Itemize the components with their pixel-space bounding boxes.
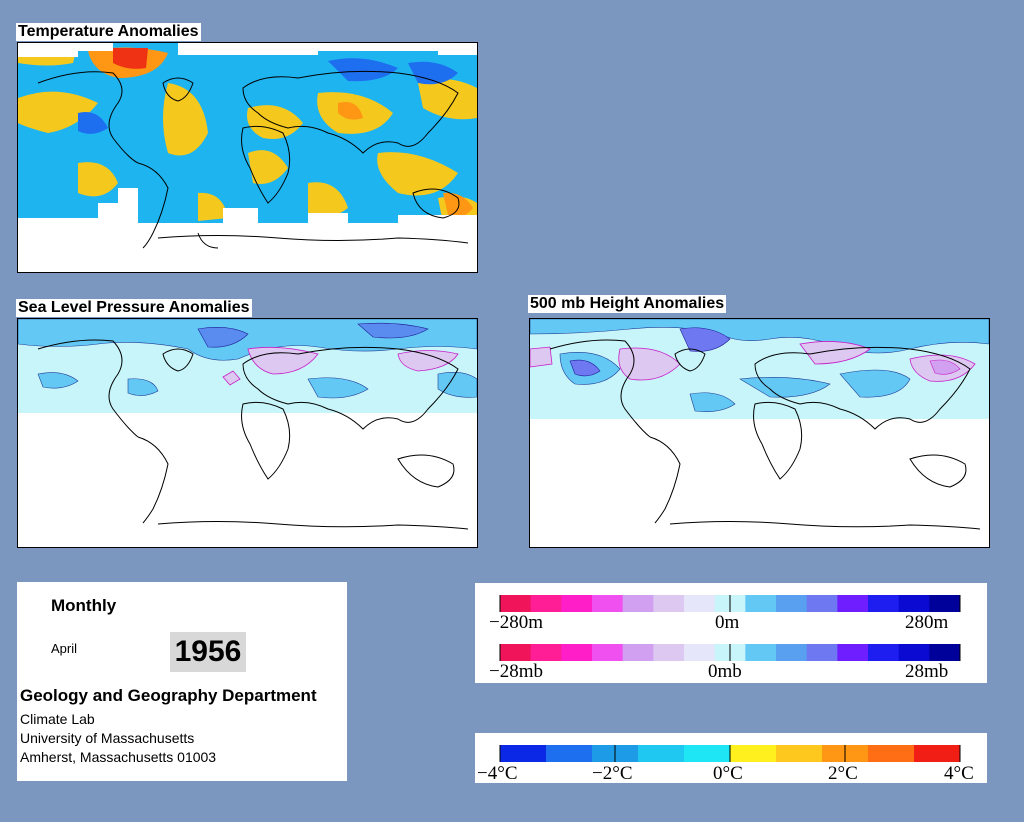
temp-legend-swatch-4 bbox=[684, 745, 731, 762]
period-label: Monthly bbox=[51, 596, 117, 615]
month-label: April bbox=[51, 641, 78, 656]
height-legend-swatch-1 bbox=[530, 595, 562, 612]
height-legend-swatch-6 bbox=[684, 595, 716, 612]
temp-legend-swatch-8 bbox=[868, 745, 915, 762]
height-legend-swatch-9 bbox=[776, 595, 808, 612]
temperature-anomaly-map bbox=[17, 42, 478, 273]
height-legend-swatch-4 bbox=[622, 595, 654, 612]
temp-legend-swatch-5 bbox=[730, 745, 777, 762]
height-legend-swatch-8 bbox=[745, 595, 777, 612]
height-legend-swatch-2 bbox=[561, 595, 593, 612]
pressure-legend-swatch-13 bbox=[898, 644, 930, 661]
pressure-legend-swatch-6 bbox=[684, 644, 716, 661]
height-pressure-legend: −280m 0m 280m −28mb 0mb 28mb bbox=[475, 583, 987, 683]
pressure-legend-swatch-14 bbox=[929, 644, 961, 661]
temperature-map-title: Temperature Anomalies bbox=[16, 23, 201, 41]
height-legend-swatch-13 bbox=[898, 595, 930, 612]
height-legend-min: −280m bbox=[489, 612, 543, 633]
pressure-legend-swatch-12 bbox=[868, 644, 900, 661]
height-legend-swatch-14 bbox=[929, 595, 961, 612]
pressure-legend-swatch-2 bbox=[561, 644, 593, 661]
pressure-legend-swatch-8 bbox=[745, 644, 777, 661]
info-panel: Monthly April 1956 Geology and Geography… bbox=[17, 582, 347, 781]
height-legend-zero: 0m bbox=[715, 612, 740, 633]
pressure-legend-swatch-0 bbox=[500, 644, 532, 661]
pressure-legend-swatch-3 bbox=[592, 644, 624, 661]
pressure-map-title: Sea Level Pressure Anomalies bbox=[16, 299, 252, 317]
temp-legend-plus4: 4°C bbox=[944, 763, 974, 783]
pressure-legend-max: 28mb bbox=[905, 661, 948, 682]
height-legend-max: 280m bbox=[905, 612, 949, 633]
height-legend-swatch-0 bbox=[500, 595, 532, 612]
pressure-legend-swatch-11 bbox=[837, 644, 869, 661]
pressure-legend-swatch-10 bbox=[806, 644, 838, 661]
lab-label: Climate Lab bbox=[20, 711, 95, 727]
height-legend-swatch-3 bbox=[592, 595, 624, 612]
sea-level-pressure-anomaly-map bbox=[17, 318, 478, 548]
temp-legend-swatch-3 bbox=[638, 745, 685, 762]
height-legend-swatch-5 bbox=[653, 595, 685, 612]
department-label: Geology and Geography Department bbox=[20, 686, 317, 705]
temp-legend-swatch-6 bbox=[776, 745, 823, 762]
pressure-legend-swatch-5 bbox=[653, 644, 685, 661]
temp-legend-plus2: 2°C bbox=[828, 763, 858, 783]
pressure-legend-min: −28mb bbox=[489, 661, 543, 682]
500mb-height-anomaly-map bbox=[529, 318, 990, 548]
temp-legend-swatch-0 bbox=[500, 745, 547, 762]
temperature-legend: −4°C −2°C 0°C 2°C 4°C bbox=[475, 733, 987, 783]
temp-legend-minus2: −2°C bbox=[592, 763, 633, 783]
temp-legend-zero: 0°C bbox=[713, 763, 743, 783]
temp-legend-minus4: −4°C bbox=[477, 763, 518, 783]
height-map-title: 500 mb Height Anomalies bbox=[528, 295, 727, 313]
pressure-legend-zero: 0mb bbox=[708, 661, 742, 682]
pressure-legend-swatch-9 bbox=[776, 644, 808, 661]
height-legend-swatch-10 bbox=[806, 595, 838, 612]
university-label: University of Massachusetts bbox=[20, 730, 195, 746]
temp-legend-swatch-1 bbox=[546, 745, 593, 762]
height-legend-swatch-11 bbox=[837, 595, 869, 612]
height-legend-swatch-12 bbox=[868, 595, 900, 612]
pressure-legend-swatch-1 bbox=[530, 644, 562, 661]
temp-legend-swatch-9 bbox=[914, 745, 961, 762]
pressure-legend-swatch-4 bbox=[622, 644, 654, 661]
address-label: Amherst, Massachusetts 01003 bbox=[20, 749, 217, 765]
year-label: 1956 bbox=[170, 632, 246, 672]
